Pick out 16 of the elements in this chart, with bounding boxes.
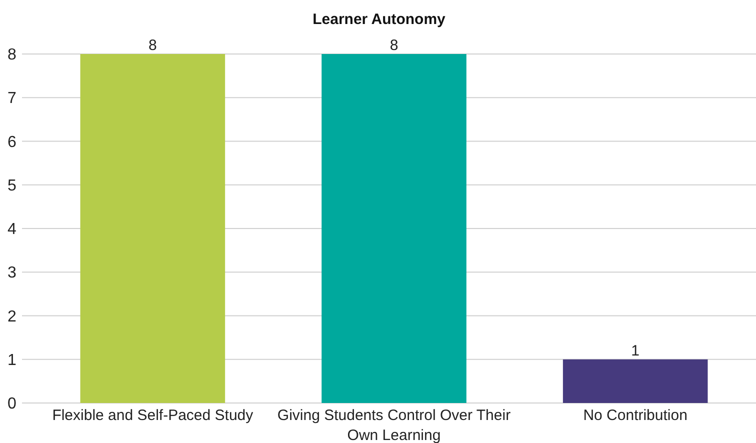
y-tick-label: 2 (8, 308, 17, 326)
x-tick-label: No Contribution (583, 407, 688, 424)
data-label: 8 (148, 37, 157, 54)
data-label: 8 (390, 37, 398, 54)
y-tick-label: 0 (8, 396, 17, 413)
data-label: 1 (631, 342, 640, 360)
y-tick-label: 3 (8, 264, 17, 282)
y-tick-label: 4 (8, 221, 17, 238)
y-tick-label: 1 (8, 352, 17, 369)
y-tick-label: 8 (8, 46, 17, 64)
y-tick-label: 5 (8, 177, 17, 194)
x-tick-label: Flexible and Self-Paced Study (52, 407, 254, 424)
y-tick-label: 7 (8, 90, 17, 108)
chart-title: Learner Autonomy (312, 11, 446, 28)
x-tick-label: Giving Students Control Over Their Own Learning (277, 407, 511, 443)
y-tick-label: 6 (8, 134, 17, 151)
